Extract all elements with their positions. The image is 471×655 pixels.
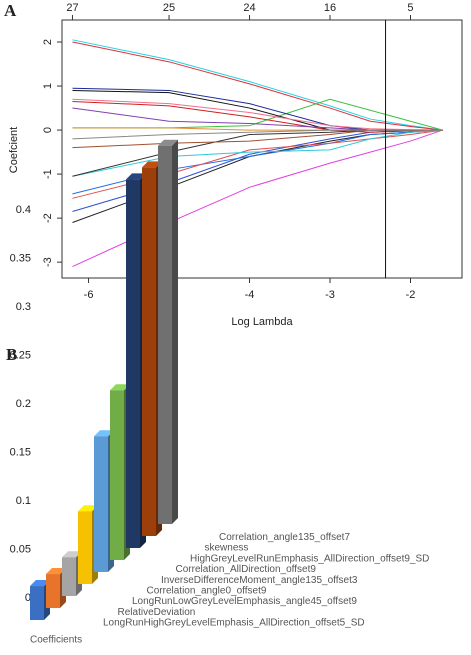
y-tick-label: 0 <box>42 127 54 133</box>
category-label: HighGreyLevelRunEmphasis_AllDirection_of… <box>190 553 429 564</box>
panel-label: B <box>6 345 17 364</box>
x-axis-label: Coefficients <box>30 635 82 646</box>
y-tick-label: 0.15 <box>10 446 31 458</box>
bar-top <box>126 173 146 180</box>
x-tick-label: -4 <box>245 289 255 301</box>
bar <box>94 436 108 572</box>
category-label: Correlation_angle135_offset7 <box>219 532 350 543</box>
y-axis-label: Coefcient <box>8 127 20 173</box>
bar <box>142 167 156 536</box>
coefficient-path <box>72 129 443 149</box>
bar-top <box>62 551 82 558</box>
category-label: LongRunLowGreyLevelEmphasis_angle45_offs… <box>132 596 357 607</box>
y-tick-label: 0.05 <box>10 543 31 555</box>
x2-tick-label: 24 <box>243 2 255 14</box>
x-tick-label: -3 <box>325 289 335 301</box>
y-tick-label: 0 <box>25 592 31 604</box>
category-label: RelativeDeviation <box>118 607 196 618</box>
bar <box>126 179 140 548</box>
bar <box>62 557 76 596</box>
y-tick-label: 0.35 <box>10 252 31 264</box>
coefficient-path <box>72 39 443 131</box>
x2-tick-label: 27 <box>66 2 78 14</box>
x2-tick-label: 16 <box>324 2 336 14</box>
bar <box>110 390 124 560</box>
y-tick-label: -2 <box>42 213 54 223</box>
coefficient-path <box>72 129 443 140</box>
bar-top <box>110 384 130 391</box>
category-label: Correlation_AllDirection_offset9 <box>176 564 317 575</box>
y-tick-label: 0.25 <box>10 349 31 361</box>
bar-top <box>46 568 66 575</box>
bar <box>158 145 172 524</box>
y-tick-label: 2 <box>42 39 54 45</box>
bar-side <box>172 139 178 524</box>
bar-top <box>94 430 114 437</box>
bar <box>30 586 44 620</box>
bar-top <box>78 505 98 512</box>
category-label: InverseDifferenceMoment_angle135_offset3 <box>161 575 358 586</box>
x2-tick-label: 25 <box>163 2 175 14</box>
x-tick-label: -6 <box>84 289 94 301</box>
category-label: skewness <box>205 543 249 554</box>
bar-top <box>30 580 50 587</box>
bar <box>46 574 60 608</box>
y-tick-label: -3 <box>42 257 54 267</box>
category-label: Correlation_angle0_offset9 <box>147 586 267 597</box>
y-tick-label: -1 <box>42 169 54 179</box>
bar-top <box>142 161 162 168</box>
category-label: LongRunHighGreyLevelEmphasis_AllDirectio… <box>103 618 365 629</box>
y-tick-label: 0.3 <box>16 301 31 313</box>
y-tick-label: 0.2 <box>16 398 31 410</box>
plot-frame <box>61 19 463 279</box>
coefficient-path <box>72 41 443 131</box>
x-axis-label: Log Lambda <box>231 316 293 328</box>
bar-top <box>158 139 178 146</box>
x-tick-label: -2 <box>406 289 416 301</box>
bar <box>78 511 92 584</box>
y-tick-label: 0.4 <box>16 204 31 216</box>
x2-tick-label: 5 <box>407 2 413 14</box>
y-tick-label: 1 <box>42 83 54 89</box>
coefficient-path <box>72 107 443 131</box>
y-tick-label: 0.1 <box>16 495 31 507</box>
panel-label: A <box>4 1 17 20</box>
